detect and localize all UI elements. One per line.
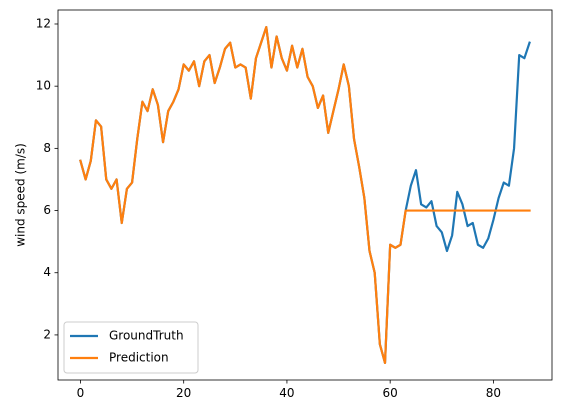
- y-tick-label: 10: [36, 79, 51, 93]
- x-tick-label: 20: [176, 386, 191, 400]
- x-tick-label: 40: [279, 386, 294, 400]
- y-tick-label: 12: [36, 16, 51, 30]
- legend: GroundTruth Prediction: [63, 321, 199, 374]
- y-tick-label: 4: [43, 265, 51, 279]
- x-tick-label: 80: [486, 386, 501, 400]
- x-tick-label: 0: [77, 386, 85, 400]
- x-tick-label: 60: [383, 386, 398, 400]
- y-axis-ticks: 2 4 6 8 10 12: [36, 16, 58, 341]
- series-layer: [79, 26, 531, 364]
- y-tick-label: 8: [43, 141, 51, 155]
- legend-label-prediction: Prediction: [109, 351, 169, 365]
- y-axis-label: wind speed (m/s): [14, 143, 28, 247]
- y-tick-label: 2: [43, 327, 51, 341]
- y-tick-label: 6: [43, 203, 51, 217]
- legend-frame: [63, 321, 199, 374]
- legend-label-groundtruth: GroundTruth: [109, 329, 184, 343]
- x-axis-ticks: 0 20 40 60 80: [77, 380, 501, 400]
- series-line-prediction: [79, 26, 531, 364]
- plot-frame: [57, 9, 553, 381]
